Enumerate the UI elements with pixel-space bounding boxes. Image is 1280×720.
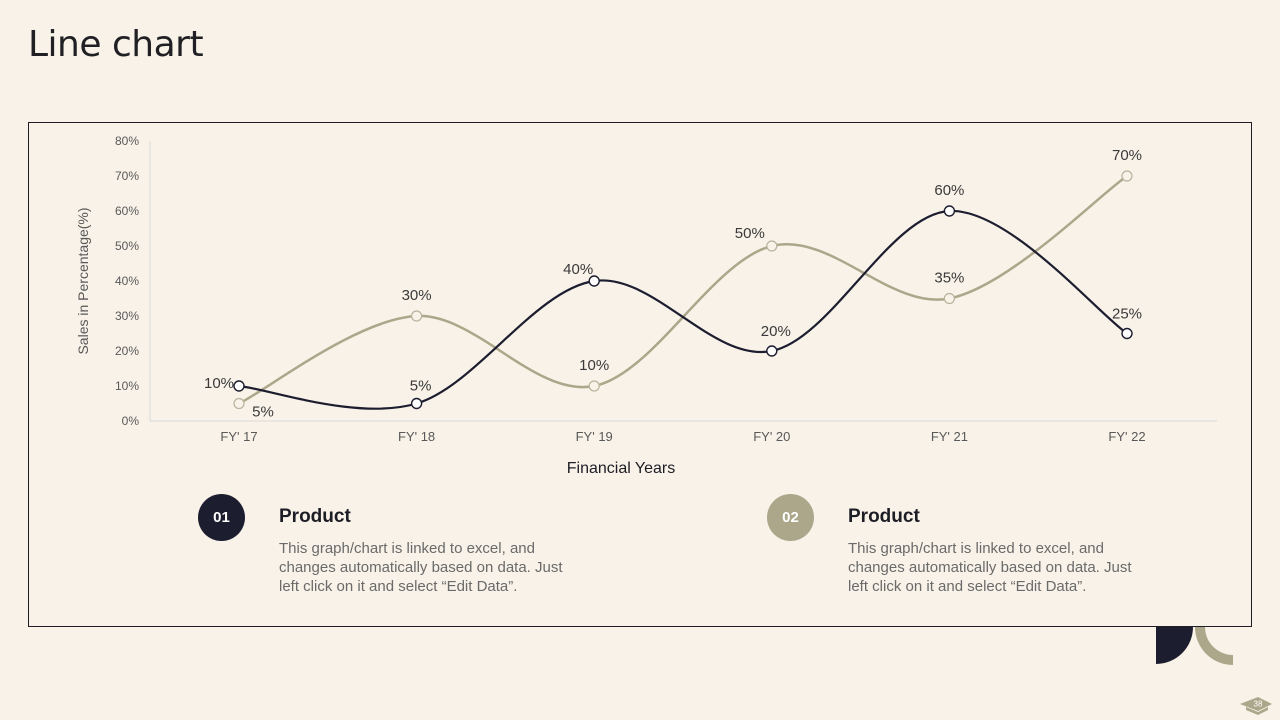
legend-badge-1: 01	[198, 494, 245, 541]
series-points	[233, 170, 1133, 410]
y-tick-label: 50%	[115, 239, 139, 253]
data-point-s2[interactable]	[1121, 170, 1133, 182]
data-label-s1: 40%	[563, 261, 593, 278]
data-point-s1[interactable]	[588, 275, 600, 287]
y-axis-ticks: 0% 10% 20% 30% 40% 50% 60% 70% 80%	[115, 134, 139, 428]
y-tick-label: 10%	[115, 379, 139, 393]
data-point-s2[interactable]	[766, 240, 778, 252]
y-tick-label: 80%	[115, 134, 139, 148]
page-number: 38	[1254, 700, 1263, 709]
data-point-s2[interactable]	[588, 380, 600, 392]
y-tick-label: 40%	[115, 274, 139, 288]
corner-light-shape	[1195, 627, 1233, 665]
page-title: Line chart	[28, 24, 204, 65]
x-axis-ticks: FY' 17 FY' 18 FY' 19 FY' 20 FY' 21 FY' 22	[220, 429, 1145, 444]
data-label-s1: 5%	[410, 378, 432, 395]
data-label-s2: 5%	[252, 404, 274, 421]
legend-description-1: This graph/chart is linked to excel, and…	[279, 540, 563, 595]
y-axis-label: Sales in Percentage(%)	[75, 207, 91, 354]
data-point-s2[interactable]	[943, 292, 956, 305]
x-tick-label: FY' 21	[931, 429, 968, 444]
data-point-s1[interactable]	[233, 380, 245, 392]
legend-title-1: Product	[279, 506, 351, 527]
data-label-s2: 10%	[579, 357, 609, 374]
data-point-s1[interactable]	[410, 397, 423, 410]
data-label-s1: 25%	[1112, 306, 1142, 323]
data-label-s2: 70%	[1112, 147, 1142, 164]
data-label-s2: 35%	[934, 270, 964, 287]
data-labels: 5% 30% 10% 50% 35% 70% 10% 5% 40% 20% 60% 25%	[204, 147, 1142, 421]
corner-dark-shape	[1156, 627, 1193, 664]
data-label-s2: 30%	[402, 287, 432, 304]
x-tick-label: FY' 19	[576, 429, 613, 444]
data-label-s2: 50%	[735, 225, 765, 242]
data-point-s1[interactable]	[943, 205, 956, 217]
x-tick-label: FY' 22	[1108, 429, 1145, 444]
x-axis-label: Financial Years	[567, 460, 676, 477]
data-point-s2[interactable]	[411, 310, 423, 322]
data-point-s1[interactable]	[1121, 327, 1133, 340]
page-number-badge: 38	[1240, 697, 1272, 715]
corner-decoration	[1156, 627, 1233, 665]
chart-frame	[28, 122, 1252, 627]
x-tick-label: FY' 18	[398, 429, 435, 444]
data-label-s1: 20%	[761, 323, 791, 340]
series-line-1	[238, 209, 1128, 410]
legend-title-2: Product	[848, 506, 920, 527]
series-line-2	[238, 174, 1128, 405]
y-tick-label: 60%	[115, 204, 139, 218]
data-point-s2[interactable]	[233, 397, 245, 410]
series-lines	[238, 174, 1128, 410]
data-point-s1[interactable]	[766, 345, 778, 357]
data-label-s1: 10%	[204, 375, 234, 392]
y-tick-label: 30%	[115, 309, 139, 323]
y-tick-label: 0%	[122, 414, 140, 428]
legend-description-2: This graph/chart is linked to excel, and…	[848, 540, 1132, 595]
data-label-s1: 60%	[934, 182, 964, 199]
y-tick-label: 20%	[115, 344, 139, 358]
legend-badge-2: 02	[767, 494, 814, 541]
y-tick-label: 70%	[115, 169, 139, 183]
x-tick-label: FY' 20	[753, 429, 790, 444]
x-tick-label: FY' 17	[220, 429, 257, 444]
